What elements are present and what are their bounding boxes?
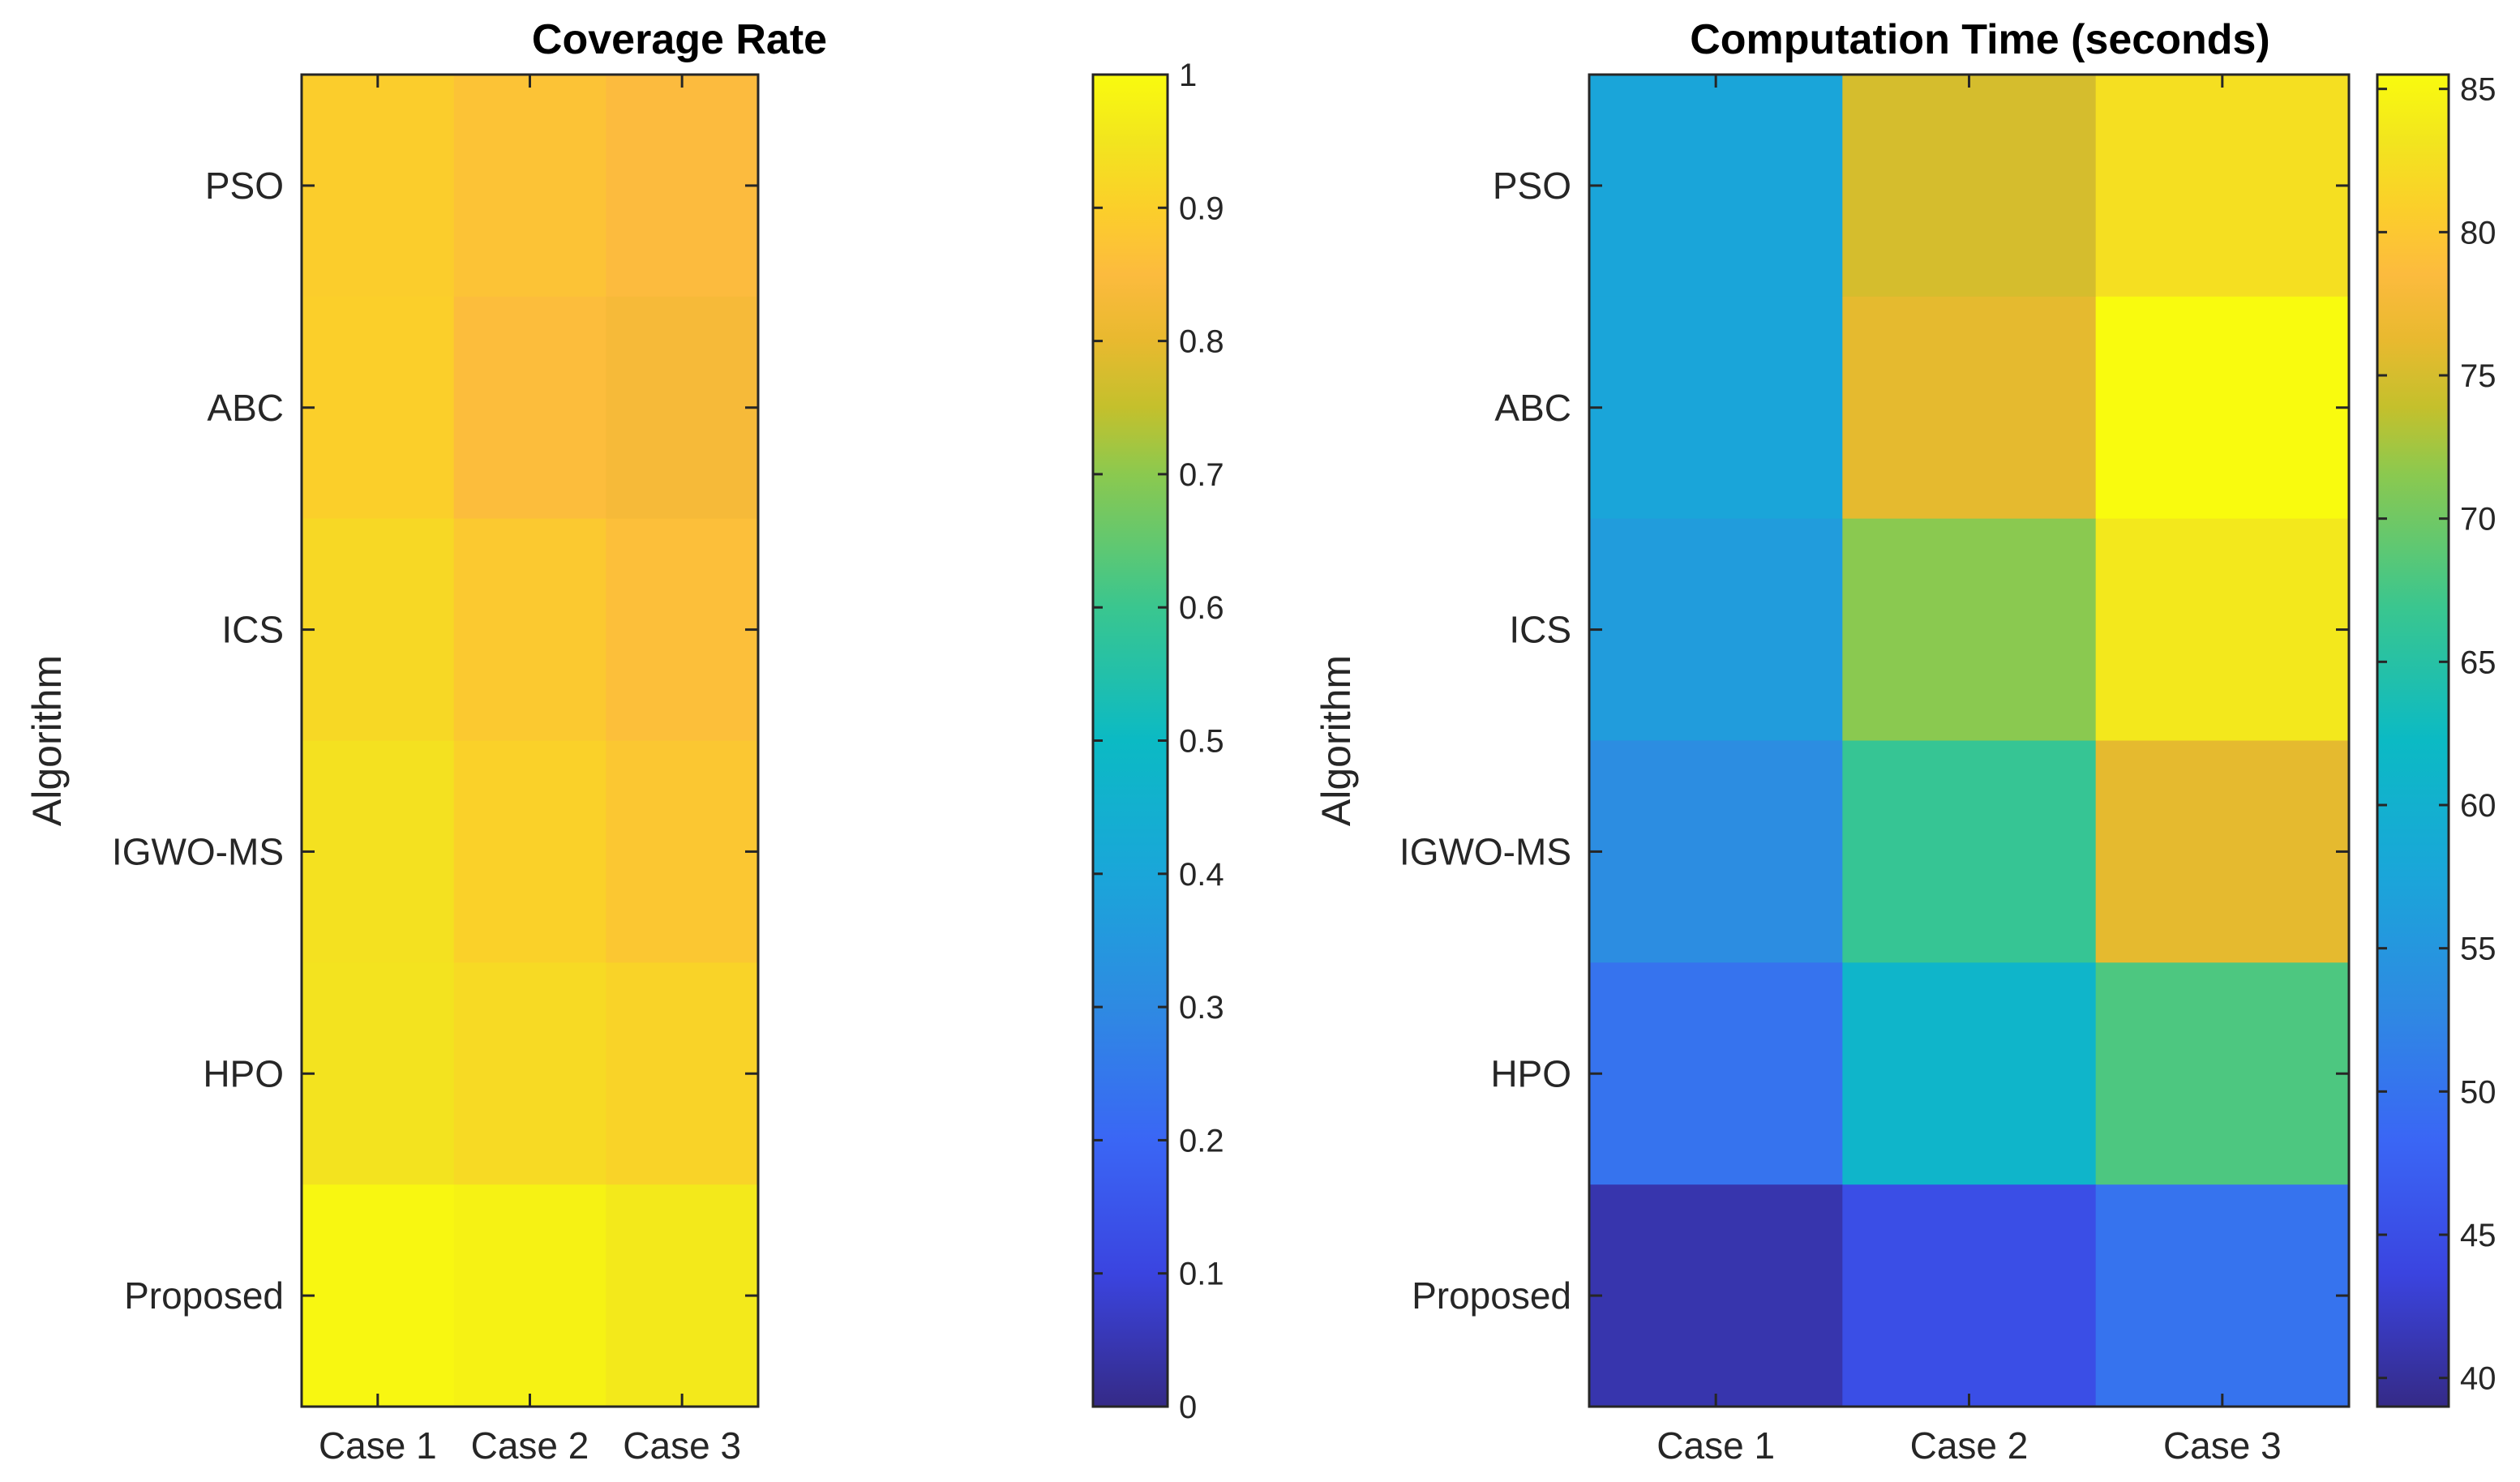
y-tick-label: PSO	[1493, 165, 1571, 207]
colorbar-tick-label: 0.3	[1179, 990, 1224, 1026]
heatmap-cell	[606, 296, 759, 520]
heatmap-cell	[606, 962, 759, 1185]
heatmap-cell	[1842, 1184, 2097, 1407]
heatmap-cell	[453, 962, 606, 1185]
colorbar	[2376, 73, 2450, 1408]
heatmap-cell	[2095, 962, 2350, 1185]
heatmap-cell	[606, 75, 759, 298]
x-tick-label: Case 3	[623, 1424, 741, 1467]
heatmap-cell	[1589, 75, 1843, 298]
colorbar-tick-label: 0.8	[1179, 324, 1224, 360]
y-tick-label: ABC	[207, 387, 284, 429]
colorbar-tick-label: 0.6	[1179, 590, 1224, 626]
y-tick-label: IGWO-MS	[112, 830, 284, 872]
heatmap-cell	[2095, 75, 2350, 298]
colorbar-tick-label: 1	[1179, 58, 1197, 93]
heatmap-cell	[453, 1184, 606, 1407]
y-tick-label: HPO	[203, 1052, 284, 1094]
chart-title: Coverage Rate	[532, 16, 827, 63]
heatmap-cell	[1842, 75, 2097, 298]
colorbar-tick-label: 70	[2460, 502, 2496, 538]
colorbar-tick-label: 0.9	[1179, 191, 1224, 226]
x-tick-label: Case 1	[1656, 1424, 1775, 1467]
heatmap-cell	[2095, 296, 2350, 520]
colorbar-tick-label: 75	[2460, 358, 2496, 394]
heatmap-cell	[302, 75, 455, 298]
heatmap-cell	[606, 1184, 759, 1407]
y-tick-label: ICS	[221, 609, 284, 651]
colorbar-tick-label: 0.4	[1179, 857, 1224, 893]
heatmap-cell	[453, 75, 606, 298]
colorbar-tick-label: 50	[2460, 1074, 2496, 1110]
heatmap-cell	[606, 518, 759, 741]
heatmap-cell	[1842, 740, 2097, 963]
heatmap-cell	[453, 740, 606, 963]
heatmap-panel-1: PSO ABC ICS IGWO-MS HPO Proposed Case 1 Case 2 C…	[24, 16, 1224, 1467]
heatmap-cell	[1842, 962, 2097, 1185]
colorbar-tick-label: 45	[2460, 1218, 2496, 1253]
colorbar-tick-label: 0.7	[1179, 457, 1224, 493]
y-axis-label: Algorithm	[24, 655, 70, 826]
heatmap-cell	[2095, 1184, 2350, 1407]
heatmap-cell	[1589, 962, 1843, 1185]
y-tick-label: ABC	[1494, 387, 1571, 429]
colorbar-tick-label: 0	[1179, 1390, 1197, 1425]
colorbar-tick-label: 60	[2460, 788, 2496, 824]
x-tick-label: Case 3	[2163, 1424, 2282, 1467]
heatmap-panel-2: PSO ABC ICS IGWO-MS HPO Proposed Case 1 Case 2 C…	[1314, 16, 2496, 1467]
heatmap-cell	[2095, 740, 2350, 963]
heatmap-cell	[302, 518, 455, 741]
colorbar-tick-label: 80	[2460, 215, 2496, 251]
heatmap-cell	[302, 296, 455, 520]
heatmap-cell	[2095, 518, 2350, 741]
heatmap-cell	[302, 962, 455, 1185]
chart-title: Computation Time (seconds)	[1690, 16, 2270, 63]
colorbar-tick-label: 0.2	[1179, 1123, 1224, 1159]
heatmap-cell	[1589, 1184, 1843, 1407]
y-tick-label: PSO	[205, 165, 284, 207]
heatmap-cell	[453, 296, 606, 520]
colorbar-tick-label: 0.5	[1179, 724, 1224, 760]
heatmap-cell	[1842, 296, 2097, 520]
x-tick-label: Case 1	[319, 1424, 437, 1467]
y-tick-label: Proposed	[1412, 1274, 1571, 1317]
y-tick-label: IGWO-MS	[1399, 830, 1571, 872]
heatmap-cell	[1589, 518, 1843, 741]
colorbar-tick-label: 40	[2460, 1361, 2496, 1397]
y-axis-label: Algorithm	[1314, 655, 1359, 826]
colorbar-tick-label: 55	[2460, 932, 2496, 967]
heatmap-cell	[1589, 296, 1843, 520]
colorbar-tick-label: 65	[2460, 645, 2496, 680]
heatmap-cell	[302, 1184, 455, 1407]
heatmap-cell	[302, 740, 455, 963]
x-tick-label: Case 2	[1910, 1424, 2029, 1467]
colorbar-tick-label: 0.1	[1179, 1257, 1224, 1292]
x-tick-label: Case 2	[471, 1424, 589, 1467]
y-tick-label: ICS	[1509, 609, 1571, 651]
y-tick-label: Proposed	[124, 1274, 284, 1317]
heatmap-cell	[453, 518, 606, 741]
y-tick-label: HPO	[1490, 1052, 1571, 1094]
colorbar-tick-label: 85	[2460, 72, 2496, 108]
heatmap-cell	[1842, 518, 2097, 741]
colorbar	[1091, 73, 1169, 1408]
heatmap-cell	[1589, 740, 1843, 963]
heatmap-cell	[606, 740, 759, 963]
